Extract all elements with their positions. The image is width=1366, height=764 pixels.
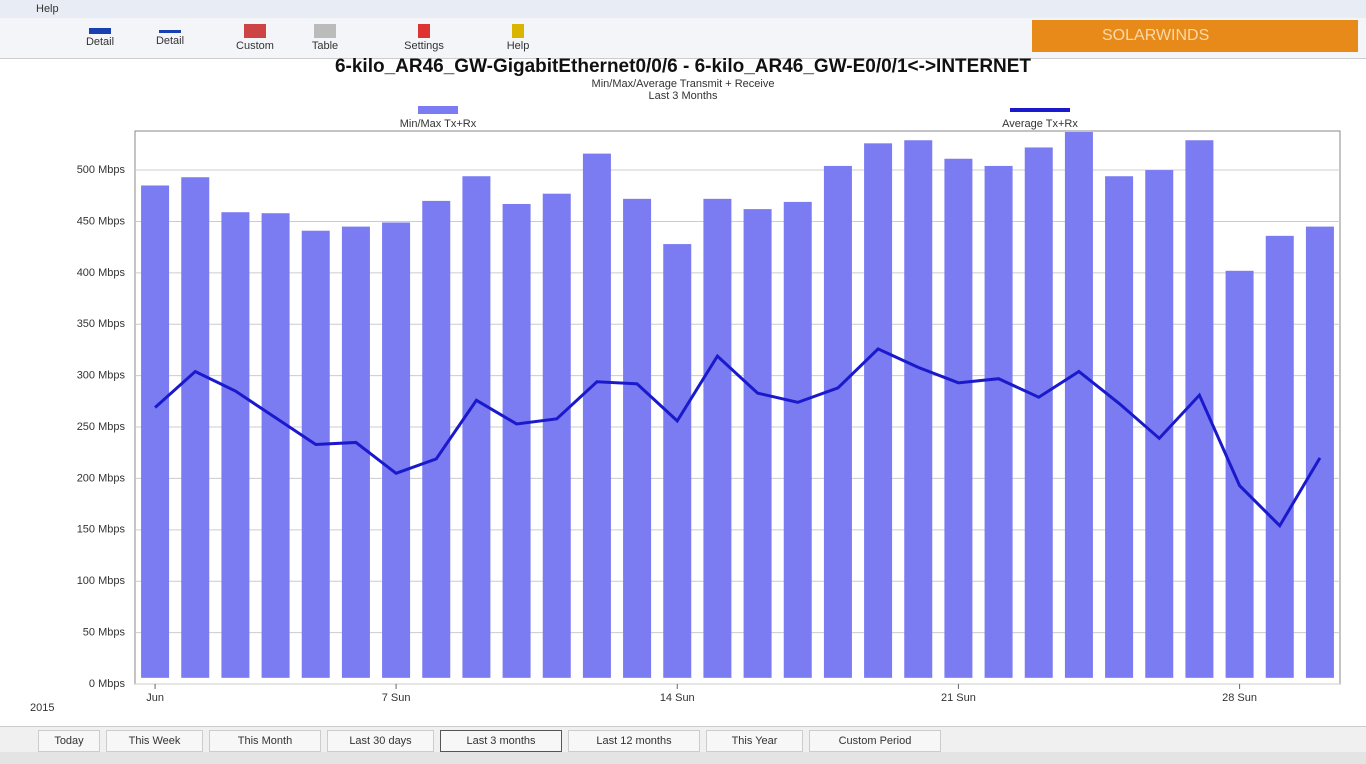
bar [542,193,571,678]
button-label: Table [311,40,339,52]
period-tab[interactable]: This Month [209,730,321,752]
y-tick-label: 400 Mbps [77,267,126,279]
x-tick-label: 7 Sun [382,692,411,704]
x-tick-label: 28 Sun [1222,692,1257,704]
bar [743,209,772,678]
x-tick-label: Jun [146,692,164,704]
bar [382,222,411,678]
y-tick-label: 0 Mbps [89,678,126,690]
bar [502,203,531,678]
menu-item[interactable]: Help [36,3,59,15]
bar [1185,140,1214,678]
legend-label: Min/Max Tx+Rx [400,118,477,130]
y-tick-label: 300 Mbps [77,370,126,382]
x-tick-label: 14 Sun [660,692,695,704]
button-label: Detail [155,35,185,47]
bar [422,200,451,678]
bar [783,201,812,678]
toolbar: Detail Detail Custom Table Settings Help… [0,18,1366,59]
bar [221,212,250,678]
toolbar-button[interactable]: Detail [70,20,130,48]
bar [1145,170,1174,678]
button-label: Detail [85,36,115,48]
bar [181,177,210,678]
bar [663,244,692,678]
x-tick-label: 21 Sun [941,692,976,704]
legend-swatch [418,106,458,114]
brand-text: SOLARWINDS [1102,27,1210,44]
year-label: 2015 [30,702,54,714]
y-tick-label: 100 Mbps [77,575,126,587]
bar [301,230,330,678]
bar [984,165,1013,678]
toolbar-button[interactable]: Custom [225,20,285,52]
bar [341,226,370,678]
button-label: Settings [404,40,444,52]
menu-bar: Help [0,0,1366,18]
period-tab[interactable]: Today [38,730,100,752]
bar [623,198,652,678]
bar [823,165,852,678]
button-label: Custom [236,40,274,52]
period-tab[interactable]: Last 12 months [568,730,700,752]
bar [141,185,170,678]
bar [1064,132,1093,678]
bar [462,176,491,678]
y-tick-label: 50 Mbps [83,627,126,639]
plot-area [134,130,1341,685]
bar [864,143,893,678]
bar [703,198,732,678]
status-bar [0,752,1366,764]
brand-banner: SOLARWINDS [1032,20,1358,52]
bar [904,140,933,678]
chart-subtitle: Min/Max/Average Transmit + Receive [592,78,775,90]
period-tabs: Today This Week This Month Last 30 days Last… [0,726,1366,753]
period-tab[interactable]: Custom Period [809,730,941,752]
chart-title: 6-kilo_AR46_GW-GigabitEthernet0/0/6 - 6-… [335,58,1031,77]
period-tab[interactable]: Last 3 months [440,730,562,752]
chart-subtitle: Last 3 Months [648,90,718,102]
legend-label: Average Tx+Rx [1002,118,1078,130]
y-tick-label: 350 Mbps [77,318,126,330]
period-tab[interactable]: Last 30 days [327,730,434,752]
toolbar-button[interactable]: Detail [140,20,200,47]
average-line [154,347,1322,529]
y-tick-label: 200 Mbps [77,472,126,484]
y-tick-label: 450 Mbps [77,215,126,227]
period-tab[interactable]: This Week [106,730,203,752]
button-label: Help [506,40,530,52]
period-tab[interactable]: This Year [706,730,803,752]
bar [1265,235,1294,678]
y-tick-label: 150 Mbps [77,524,126,536]
toolbar-button[interactable]: Help [488,20,548,52]
chart: 6-kilo_AR46_GW-GigabitEthernet0/0/6 - 6-… [30,58,1341,714]
bar [1305,226,1334,678]
y-tick-label: 250 Mbps [77,421,126,433]
bar [1024,147,1053,678]
y-tick-label: 500 Mbps [77,164,126,176]
bar [1105,176,1134,678]
bar [261,213,290,678]
toolbar-button[interactable]: Settings [394,20,454,52]
bar [1225,270,1254,678]
bar [582,153,611,678]
bar [944,158,973,678]
toolbar-button[interactable]: Table [295,20,355,52]
